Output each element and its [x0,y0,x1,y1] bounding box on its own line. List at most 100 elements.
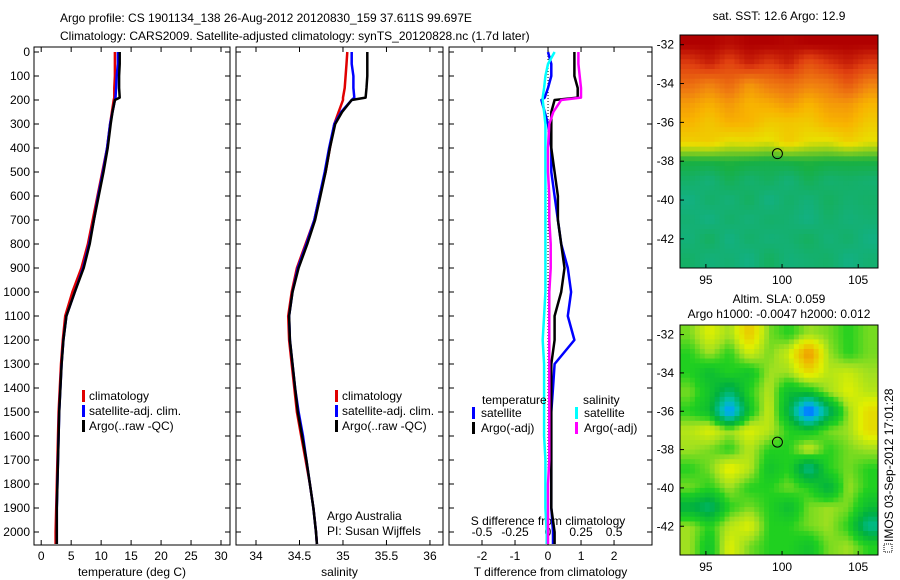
heatmap-cell [744,127,750,133]
heatmap-cell [754,430,760,436]
heatmap-cell [848,156,854,162]
heatmap-cell [689,248,696,254]
heatmap-cell [853,39,859,46]
heatmap-cell [793,127,800,133]
heatmap-cell [764,459,770,465]
heatmap-cell [779,156,785,162]
heatmap-cell [729,141,735,148]
heatmap-cell [838,531,844,537]
heatmap-cell [729,392,735,398]
heatmap-cell [858,166,864,172]
heatmap-cell [873,363,879,369]
heatmap-cell [699,473,706,479]
heatmap-cell [798,507,805,513]
heatmap-cell [808,454,815,460]
heatmap-cell [680,521,686,527]
heatmap-cell [769,263,775,269]
heatmap-cell [858,224,864,230]
heatmap-cell [704,372,711,379]
heatmap-cell [853,377,859,383]
heatmap-cell [689,44,696,51]
heatmap-cell [704,478,711,484]
heatmap-cell [868,444,874,451]
heatmap-cell [803,258,810,264]
heatmap-cell [680,195,686,201]
heatmap-cell [828,502,834,508]
heatmap-cell [694,368,701,374]
heatmap-cell [798,122,805,128]
heatmap-cell [833,497,839,503]
heatmap-cell [843,372,849,379]
heatmap-cell [868,209,874,216]
heatmap-cell [709,344,716,350]
heatmap-cell [798,526,805,532]
heatmap-cell [838,406,844,412]
heatmap-cell [684,224,691,230]
heatmap-cell [838,166,844,172]
heatmap-cell [699,531,706,537]
heatmap-cell [798,180,805,186]
heatmap-cell [709,161,716,167]
heatmap-cell [759,382,765,388]
heatmap-cell [754,234,760,240]
heatmap-cell [863,88,869,94]
heatmap-cell [714,170,721,177]
heatmap-cell [779,243,785,250]
heatmap-cell [699,49,706,55]
heatmap-cell [769,535,775,542]
heatmap-cell [729,209,735,216]
heatmap-cell [774,127,780,133]
heatmap-cell [863,478,869,484]
heatmap-cell [694,420,701,427]
heatmap-cell [774,180,780,186]
heatmap-cell [853,127,859,133]
heatmap-cell [858,449,864,455]
heatmap-cell [709,49,716,55]
heatmap-cell [739,248,745,254]
heatmap-cell [863,107,869,114]
heatmap-cell [684,107,691,114]
heatmap-cell [699,238,706,245]
heatmap-cell [808,411,815,417]
heatmap-cell [694,478,701,484]
heatmap-cell [729,190,735,196]
heatmap-cell [779,175,785,182]
heatmap-cell [793,497,800,503]
heatmap-cell [843,516,849,522]
heatmap-cell [798,141,805,148]
heatmap-cell [734,497,740,503]
heatmap-cell [749,416,755,422]
heatmap-cell [734,195,740,201]
heatmap-cell [734,39,740,46]
heatmap-cell [818,435,825,441]
heatmap-cell [729,35,735,41]
heatmap-cell [704,382,711,388]
heatmap-cell [848,416,854,422]
heatmap-cell [868,449,874,455]
heatmap-cell [833,39,839,46]
heatmap-cell [774,344,780,350]
heatmap-cell [724,73,730,80]
heatmap-cell [769,185,775,191]
heatmap-cell [694,416,701,422]
heatmap-cell [779,545,785,551]
heatmap-cell [739,396,745,403]
heatmap-cell [779,526,785,532]
heatmap-cell [868,190,874,196]
heatmap-cell [714,83,721,89]
heatmap-cell [868,344,874,350]
heatmap-cell [848,334,854,340]
heatmap-cell [813,68,820,75]
heatmap-cell [734,492,740,498]
heatmap-cell [853,392,859,398]
heatmap-cell [828,243,834,250]
heatmap-cell [704,473,711,479]
heatmap-cell [719,127,726,133]
heatmap-cell [719,440,726,446]
heatmap-cell [754,175,760,182]
legend-label: climatology [342,389,402,403]
heatmap-cell [808,68,815,75]
heatmap-cell [744,507,750,513]
heatmap-cell [724,234,730,240]
heatmap-cell [764,372,770,379]
